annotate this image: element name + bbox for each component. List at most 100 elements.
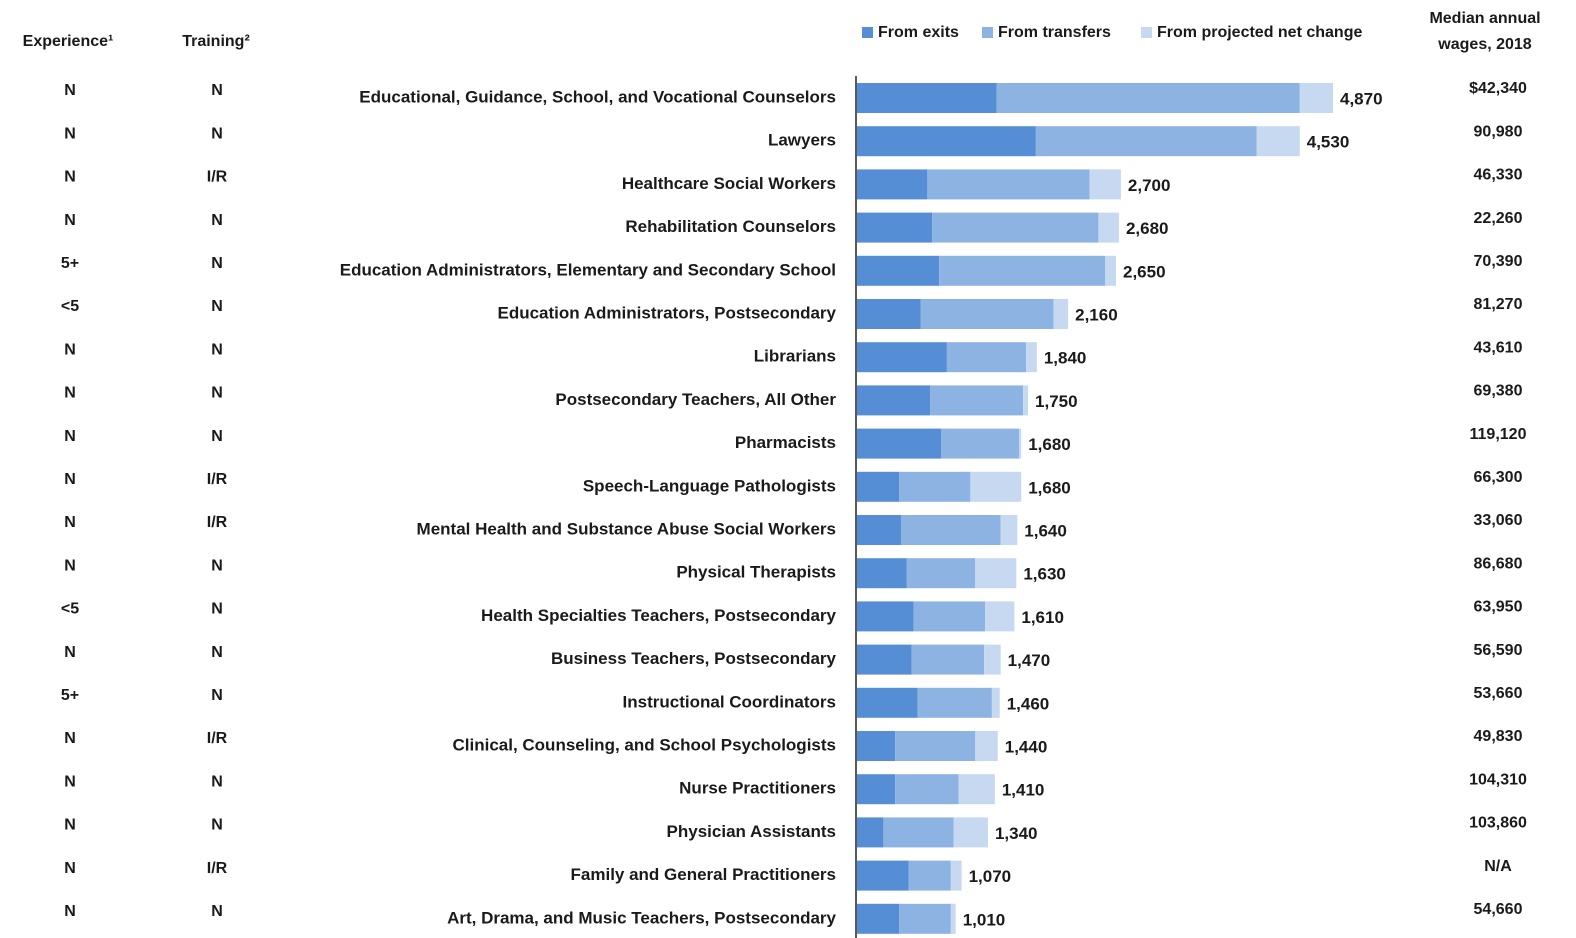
total-label: 2,650 — [1123, 262, 1166, 281]
bar-segment — [895, 774, 959, 805]
bar-segment — [1019, 428, 1022, 459]
category-label: Healthcare Social Workers — [622, 174, 836, 193]
wage-cell: 54,660 — [1474, 901, 1523, 918]
category-label: Librarians — [754, 347, 836, 366]
bar-segment — [975, 558, 1017, 589]
bar-segment — [857, 428, 942, 459]
bar-segment — [857, 255, 940, 286]
bar-segment — [895, 731, 976, 761]
experience-cell: N — [64, 82, 76, 99]
bar-segment — [927, 169, 1090, 200]
category-label: Educational, Guidance, School, and Vocat… — [359, 87, 836, 106]
training-cell: N — [211, 298, 223, 315]
wage-cell: 90,980 — [1474, 123, 1523, 140]
experience-cell: N — [64, 730, 76, 747]
category-label: Education Administrators, Elementary and… — [340, 260, 836, 279]
wage-cell: 86,680 — [1474, 555, 1523, 572]
training-cell: N — [211, 601, 223, 618]
training-cell: I/R — [207, 730, 228, 747]
wage-cell: 66,300 — [1474, 469, 1523, 486]
bar-segment — [985, 601, 1015, 632]
category-label: Physician Assistants — [667, 822, 836, 841]
wage-header: Median annual wages, 2018 — [1429, 10, 1541, 53]
bar-segment — [1256, 126, 1300, 157]
category-label: Clinical, Counseling, and School Psychol… — [452, 735, 836, 754]
bar-segment — [857, 212, 933, 243]
experience-cell: N — [64, 428, 76, 445]
total-label: 1,630 — [1023, 565, 1066, 584]
total-label: 1,470 — [1008, 651, 1051, 670]
training-cell: N — [211, 687, 223, 704]
bar-segment — [920, 299, 1054, 329]
bar-segment — [1000, 515, 1018, 545]
experience-cell: N — [64, 860, 76, 877]
total-label: 1,410 — [1002, 781, 1045, 800]
bar-segment — [950, 860, 962, 891]
bar-segment — [857, 169, 928, 200]
experience-cell: N — [64, 385, 76, 402]
legend-label: From exits — [878, 24, 959, 41]
total-label: 1,070 — [969, 867, 1012, 886]
bar-segment — [984, 644, 1001, 675]
experience-cell: N — [64, 773, 76, 790]
experience-cell: N — [64, 212, 76, 229]
total-label: 4,530 — [1307, 133, 1350, 152]
bar-segment — [857, 515, 901, 545]
wage-cell: 53,660 — [1474, 685, 1523, 702]
experience-cell: <5 — [61, 298, 79, 315]
training-cell: N — [211, 903, 223, 920]
total-label: 1,640 — [1024, 521, 1067, 540]
training-cell: N — [211, 428, 223, 445]
wage-cell: 22,260 — [1474, 210, 1523, 227]
total-label: 1,680 — [1028, 435, 1071, 454]
bar-segment — [1035, 126, 1257, 157]
legend-swatch — [862, 27, 873, 38]
legend-swatch — [982, 27, 993, 38]
category-label: Education Administrators, Postsecondary — [498, 303, 837, 322]
bar-segment — [900, 515, 1001, 545]
total-label: 1,840 — [1044, 349, 1087, 368]
wage-cell: 63,950 — [1474, 599, 1523, 616]
bar-segment — [883, 817, 954, 848]
bar-segment — [996, 83, 1300, 113]
bar-segment — [857, 299, 921, 329]
category-label: Instructional Coordinators — [623, 692, 836, 711]
bar-segment — [857, 731, 896, 761]
bar-segment — [1299, 83, 1333, 113]
wage-cell: 81,270 — [1474, 296, 1523, 313]
wage-cell: 49,830 — [1474, 728, 1523, 745]
bar-segment — [917, 687, 992, 718]
bar-segment — [991, 687, 1000, 718]
wage-cell: 33,060 — [1474, 512, 1523, 529]
wage-cell: 70,390 — [1474, 253, 1523, 270]
category-label: Pharmacists — [735, 433, 836, 452]
total-label: 1,440 — [1005, 737, 1048, 756]
bar-segment — [899, 471, 971, 502]
bar-segment — [857, 817, 884, 848]
experience-cell: N — [64, 903, 76, 920]
bar-segment — [1026, 342, 1037, 373]
total-label: 1,010 — [963, 910, 1006, 929]
wage-cell: $42,340 — [1469, 80, 1527, 97]
experience-cell: <5 — [61, 601, 79, 618]
experience-header: Experience¹ — [23, 33, 114, 50]
category-label: Speech-Language Pathologists — [583, 476, 836, 495]
wage-cell: 56,590 — [1474, 642, 1523, 659]
training-cell: N — [211, 255, 223, 272]
total-label: 1,680 — [1028, 478, 1071, 497]
category-label: Postsecondary Teachers, All Other — [555, 390, 836, 409]
bar-segment — [857, 126, 1036, 157]
category-label: Art, Drama, and Music Teachers, Postseco… — [447, 908, 836, 927]
legend-label: From projected net change — [1157, 24, 1362, 41]
bar-segment — [857, 558, 907, 589]
bar-segment — [857, 860, 909, 891]
wage-cell: 104,310 — [1469, 771, 1527, 788]
category-label: Health Specialties Teachers, Postseconda… — [481, 606, 836, 625]
legend-swatch — [1141, 27, 1152, 38]
bar-segment — [906, 558, 976, 589]
category-label: Physical Therapists — [676, 563, 836, 582]
bar-segment — [1053, 299, 1069, 329]
experience-cell: N — [64, 471, 76, 488]
